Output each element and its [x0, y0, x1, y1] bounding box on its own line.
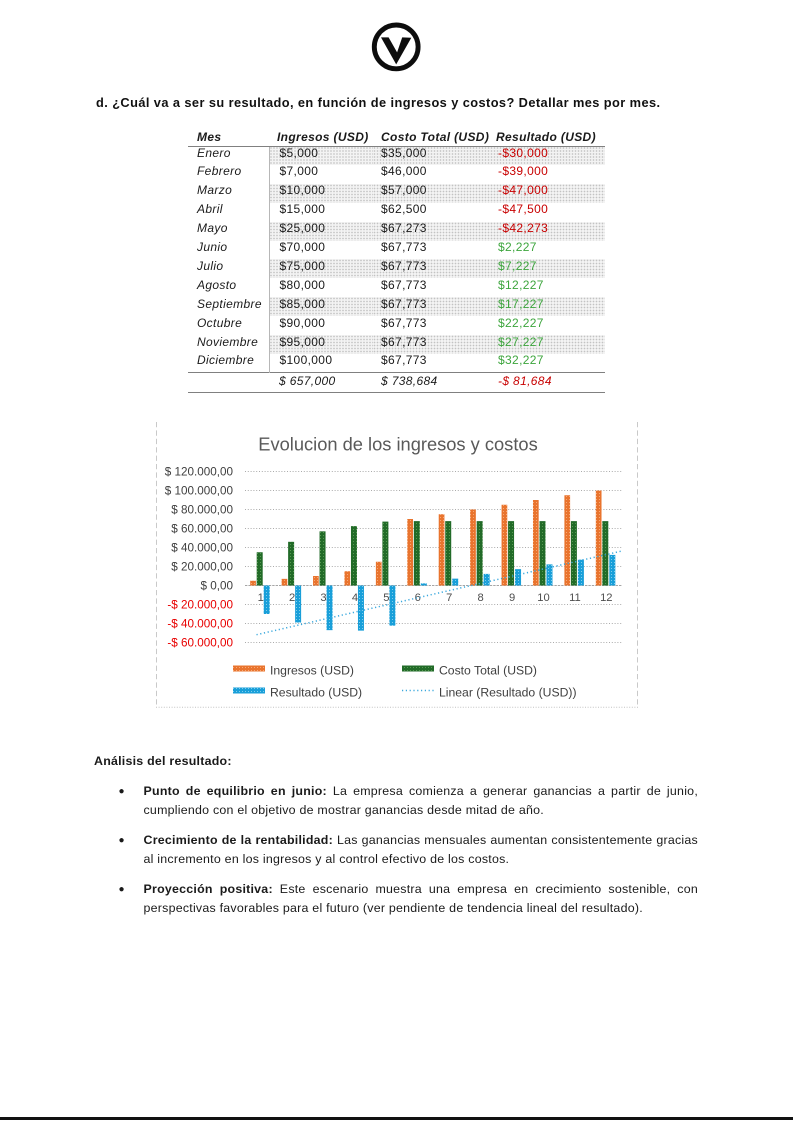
svg-text:$ 40.000,00: $ 40.000,00 — [171, 542, 233, 555]
svg-text:-$ 20.000,00: -$ 20.000,00 — [167, 599, 233, 612]
svg-text:-$ 40.000,00: -$ 40.000,00 — [167, 618, 233, 631]
svg-text:Linear (Resultado (USD)): Linear (Resultado (USD)) — [439, 686, 577, 700]
svg-text:Resultado (USD): Resultado (USD) — [270, 686, 362, 700]
svg-text:6: 6 — [415, 592, 421, 604]
svg-text:12: 12 — [600, 592, 612, 604]
svg-text:$ 80.000,00: $ 80.000,00 — [171, 504, 233, 517]
svg-text:Costo Total (USD): Costo Total (USD) — [439, 664, 537, 678]
svg-text:$ 60.000,00: $ 60.000,00 — [171, 523, 233, 536]
svg-text:7: 7 — [446, 592, 452, 604]
svg-text:3: 3 — [320, 592, 326, 604]
svg-text:8: 8 — [477, 592, 483, 604]
svg-text:-$ 60.000,00: -$ 60.000,00 — [167, 637, 233, 650]
svg-text:Ingresos (USD): Ingresos (USD) — [270, 664, 354, 678]
svg-text:$ 120.000,00: $ 120.000,00 — [165, 466, 234, 479]
svg-text:10: 10 — [537, 592, 549, 604]
svg-text:$ 20.000,00: $ 20.000,00 — [171, 561, 233, 574]
svg-text:1: 1 — [258, 592, 264, 604]
svg-text:9: 9 — [509, 592, 515, 604]
svg-text:5: 5 — [383, 592, 389, 604]
svg-text:Evolucion de los ingresos y co: Evolucion de los ingresos y costos — [258, 434, 537, 455]
svg-text:2: 2 — [289, 592, 295, 604]
svg-text:4: 4 — [352, 592, 358, 604]
svg-text:$ 0,00: $ 0,00 — [201, 580, 234, 593]
svg-text:$ 100.000,00: $ 100.000,00 — [165, 485, 234, 498]
svg-text:11: 11 — [569, 592, 581, 604]
